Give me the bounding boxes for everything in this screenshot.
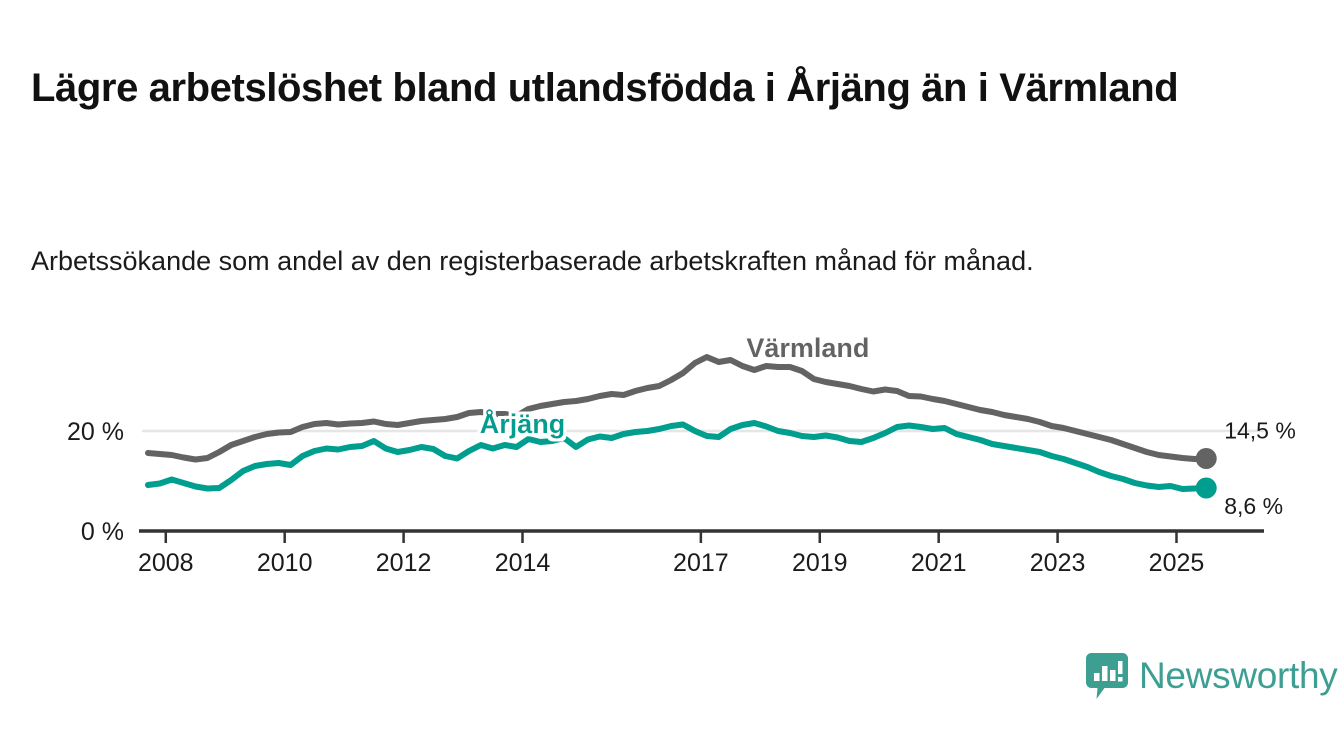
y-axis-labels: 0 % 20 % [67,418,124,546]
series-label-årjäng: Årjäng [480,408,566,439]
x-axis: 2008 2010 2012 2014 2017 2019 2021 2023 2025 [138,529,1264,577]
x-tick-label: 2019 [792,549,848,577]
page-title: Lägre arbetslöshet bland utlandsfödda i … [31,65,1179,110]
y-tick-label: 0 % [81,518,124,546]
x-tick-label: 2017 [673,549,729,577]
x-tick-label: 2014 [495,549,551,577]
x-tick-label: 2008 [138,549,194,577]
series-lines [144,354,1210,492]
series-line-värmland [144,354,1210,463]
x-tick-label: 2025 [1149,549,1205,577]
series-endpoints [1195,448,1217,499]
line-chart: Årjäng Värmland 8,6 % 14,5 % 2008 2010 2012 2… [0,330,1340,590]
endpoint-dot-årjäng [1195,477,1217,499]
series-line-årjäng [144,420,1210,492]
x-tick-label: 2021 [911,549,967,577]
series-value-labels: 8,6 % 14,5 % [1224,418,1296,520]
endpoint-dot-värmland [1195,448,1217,469]
x-tick-label: 2010 [257,549,313,577]
x-tick-label: 2012 [376,549,432,577]
bar-chart-speech-bubble-icon [1086,653,1128,701]
series-label-värmland: Värmland [746,333,869,363]
end-value-label-värmland: 14,5 % [1224,418,1296,444]
logo-wordmark: Newsworthy [1139,654,1338,696]
series-inline-labels: Årjäng Värmland [480,333,870,439]
x-tick-label: 2023 [1030,549,1086,577]
newsworthy-logo[interactable]: Newsworthy [1086,651,1338,703]
y-tick-label: 20 % [67,418,124,446]
chart-subtitle: Arbetssökande som andel av den registerb… [31,246,1034,276]
end-value-label-årjäng: 8,6 % [1224,493,1283,519]
